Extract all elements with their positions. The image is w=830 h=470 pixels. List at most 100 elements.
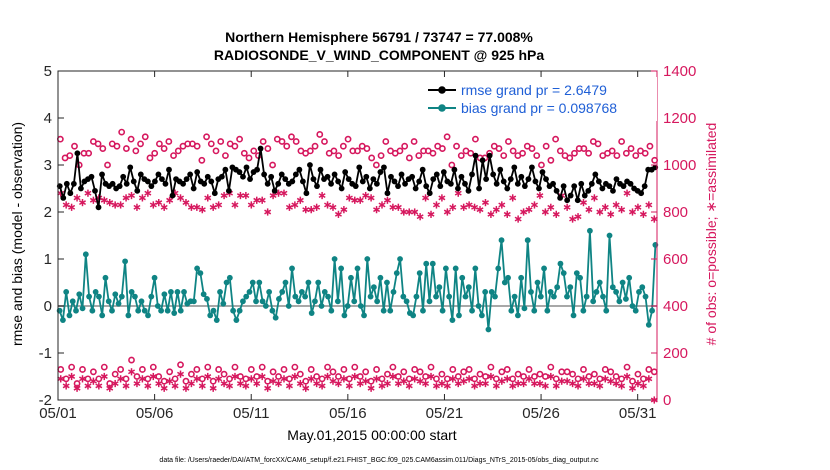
obs-assimilated-marker: [204, 194, 212, 202]
obs-assimilated-marker: [280, 375, 288, 383]
obs-assimilated-marker: [503, 210, 511, 218]
obs-assimilated-marker: [340, 206, 348, 214]
rmse-point: [585, 187, 592, 194]
obs-assimilated-marker: [563, 203, 571, 211]
rmse-point: [511, 164, 518, 171]
legend-rmse-marker: [438, 86, 446, 94]
rmse-point: [638, 190, 645, 197]
rmse-point: [67, 190, 74, 197]
obs-assimilated-marker: [492, 382, 500, 390]
obs-possible-marker: [84, 375, 92, 383]
rmse-point: [208, 178, 215, 185]
bias-point: [495, 265, 502, 272]
rmse-point: [63, 180, 70, 187]
rmse-point: [271, 187, 278, 194]
obs-assimilated-marker: [373, 206, 381, 214]
obs-possible-marker: [460, 368, 468, 376]
obs-possible-marker: [226, 375, 233, 383]
rmse-point: [366, 185, 373, 192]
bias-point: [593, 289, 600, 295]
obs-possible-marker: [209, 377, 217, 385]
bias-point: [213, 317, 220, 323]
obs-possible-marker: [128, 356, 135, 364]
obs-assimilated-marker: [149, 372, 157, 381]
rmse-point: [151, 178, 158, 185]
obs-possible-marker: [612, 373, 620, 380]
obs-possible-marker: [245, 154, 253, 162]
rmse-point: [299, 178, 306, 185]
rmse-point: [469, 171, 475, 178]
rmse-point: [599, 185, 606, 192]
obs-possible-marker: [217, 138, 225, 145]
rmse-point: [402, 180, 408, 187]
obs-assimilated-marker: [432, 201, 440, 209]
bias-point: [158, 307, 165, 314]
obs-assimilated-marker: [193, 375, 201, 383]
obs-assimilated-marker: [569, 379, 577, 388]
obs-possible-marker: [79, 366, 86, 373]
obs-possible-marker: [536, 370, 544, 378]
bias-point: [86, 293, 92, 300]
y-axis-label: rmse and bias (model - observation): [9, 122, 25, 346]
bias-point: [246, 289, 253, 295]
rmse-point: [543, 176, 549, 183]
obs-assimilated-marker: [481, 199, 489, 207]
rmse-point: [409, 173, 416, 180]
obs-possible-marker: [422, 373, 429, 380]
obs-possible-marker: [427, 363, 435, 371]
obs-assimilated-marker: [514, 379, 522, 388]
bias-point: [577, 274, 583, 281]
obs-assimilated-marker: [111, 201, 119, 209]
obs-assimilated-marker: [362, 191, 370, 200]
bias-point: [328, 307, 335, 314]
obs-assimilated-marker: [465, 375, 473, 383]
y-tick-label: 3: [44, 157, 52, 174]
bias-point: [626, 274, 633, 281]
bias-point: [354, 265, 361, 272]
rmse-point: [395, 183, 401, 190]
rmse-point: [592, 171, 599, 178]
rmse-point: [190, 185, 197, 192]
bias-point: [531, 307, 538, 314]
x-tick-label: 05/31: [619, 405, 657, 422]
bias-point: [600, 293, 606, 300]
obs-assimilated-marker: [356, 196, 364, 204]
bias-point: [508, 307, 515, 314]
obs-assimilated-marker: [215, 201, 223, 209]
obs-possible-marker: [594, 140, 602, 148]
obs-assimilated-marker: [345, 194, 353, 202]
obs-possible-marker: [585, 373, 593, 380]
rmse-point: [183, 176, 190, 183]
bias-point: [400, 293, 407, 300]
rmse-point: [564, 197, 571, 204]
bias-point: [485, 326, 492, 333]
obs-assimilated-marker: [111, 379, 119, 388]
rmse-point: [338, 185, 345, 192]
obs-possible-marker: [411, 366, 419, 373]
rmse-point: [423, 183, 430, 190]
rmse-point: [574, 197, 581, 204]
obs-assimilated-marker: [106, 199, 114, 207]
bias-point: [315, 279, 322, 286]
obs-assimilated-marker: [383, 196, 391, 204]
obs-assimilated-marker: [334, 210, 342, 218]
obs-assimilated-marker: [520, 379, 528, 388]
bias-point: [220, 300, 227, 307]
obs-assimilated-marker: [198, 382, 206, 390]
bias-point: [544, 307, 551, 314]
rmse-point: [314, 183, 320, 190]
rmse-point: [137, 171, 144, 178]
obs-possible-marker: [240, 149, 248, 157]
obs-possible-marker: [89, 368, 97, 376]
rmse-point: [116, 183, 123, 190]
obs-possible-marker: [487, 363, 495, 371]
obs-possible-marker: [433, 375, 440, 383]
obs-assimilated-marker: [133, 379, 141, 388]
rmse-point: [567, 192, 574, 199]
bias-point: [174, 289, 181, 295]
rmse-point: [78, 185, 84, 192]
bias-point: [109, 307, 115, 314]
obs-possible-marker: [538, 161, 545, 169]
chart-title: Northern Hemisphere 56791 / 73747 = 77.0…: [225, 29, 533, 45]
obs-possible-marker: [198, 156, 206, 164]
